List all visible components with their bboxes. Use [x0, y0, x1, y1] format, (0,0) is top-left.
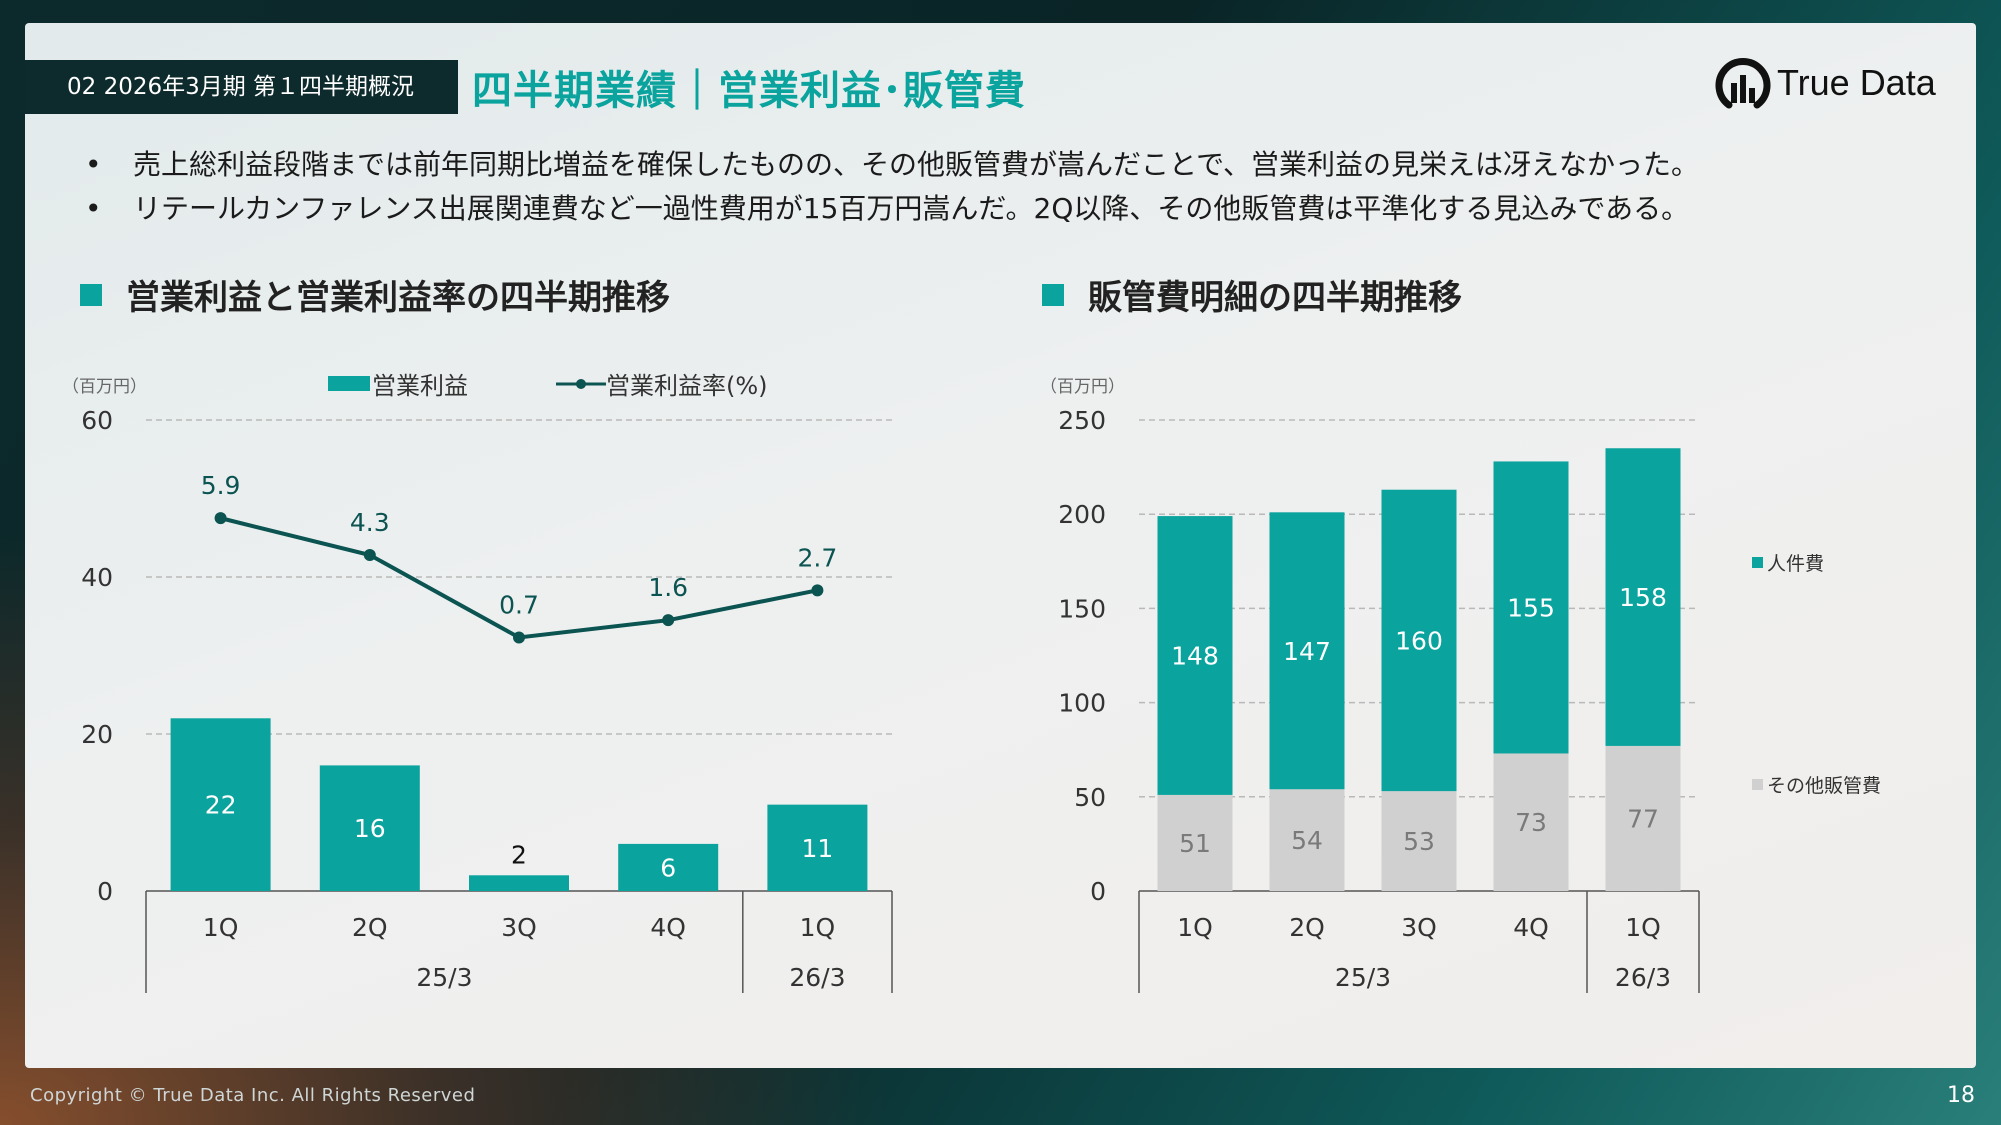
bullet-dot-icon: •	[85, 192, 102, 225]
bar-data-label: 22	[205, 791, 237, 820]
stacked-bar-segment	[1269, 512, 1345, 790]
brand-logo: True Data	[1715, 52, 1936, 114]
line-point	[513, 631, 525, 644]
y-tick-label: 0	[97, 877, 113, 906]
y-tick-label: 60	[81, 406, 113, 435]
bar-data-label: 53	[1403, 827, 1435, 856]
x-tick-label: 4Q	[650, 913, 686, 942]
y-tick-label: 50	[1074, 783, 1106, 812]
legend-bar-swatch-icon	[328, 376, 370, 391]
bar-data-label: 11	[801, 834, 833, 863]
stacked-bar-segment	[1381, 791, 1457, 891]
group-label: 26/3	[789, 963, 845, 992]
bar-operating-profit	[170, 718, 271, 891]
stacked-bar-segment	[1381, 489, 1457, 792]
legend-label-bar: 営業利益	[372, 372, 468, 400]
y-tick-label: 0	[1090, 877, 1106, 906]
chart1-unit: （百万円）	[62, 377, 147, 397]
x-tick-label: 3Q	[501, 913, 537, 942]
bar-data-label: 147	[1283, 637, 1331, 666]
bar-data-label: 51	[1179, 829, 1211, 858]
bar-operating-profit	[319, 765, 420, 891]
x-tick-label: 4Q	[1513, 913, 1549, 942]
chart1-title: 営業利益と営業利益率の四半期推移	[126, 278, 670, 318]
bar-data-label: 2	[511, 840, 527, 869]
page-title: 四半期業績｜営業利益･販管費	[472, 68, 1026, 114]
line-point	[214, 512, 227, 525]
stacked-bar-segment	[1269, 789, 1345, 891]
legend-swatch-icon	[1752, 557, 1763, 568]
summary-bullets: • 売上総利益段階までは前年同期比増益を確保したものの、その他販管費が嵩んだこと…	[85, 143, 1925, 231]
y-tick-label: 100	[1058, 689, 1106, 718]
line-data-label: 0.7	[499, 590, 539, 619]
bar-data-label: 155	[1507, 593, 1555, 622]
chart2-title: 販管費明細の四半期推移	[1088, 278, 1462, 318]
chart2-heading: 販管費明細の四半期推移	[1042, 270, 1462, 319]
footer-copyright: Copyright © True Data Inc. All Rights Re…	[30, 1085, 476, 1106]
y-tick-label: 250	[1058, 406, 1106, 435]
line-point	[811, 584, 824, 597]
line-data-label: 4.3	[350, 508, 390, 537]
line-data-label: 2.7	[798, 543, 838, 572]
bullet-item: • リテールカンファレンス出展関連費など一過性費用が15百万円嵩んだ。2Q以降、…	[85, 187, 1925, 231]
bullet-text: 売上総利益段階までは前年同期比増益を確保したものの、その他販管費が嵩んだことで、…	[133, 148, 1700, 181]
heading-square-icon	[1042, 283, 1064, 306]
legend-label: その他販管費	[1767, 775, 1882, 797]
bar-data-label: 6	[660, 853, 676, 882]
legend-swatch-icon	[1752, 779, 1763, 790]
x-tick-label: 3Q	[1401, 913, 1437, 942]
section-tag: 02 2026年3月期 第１四半期概況	[25, 60, 458, 114]
bar-data-label: 77	[1627, 804, 1659, 833]
bar-data-label: 148	[1171, 642, 1219, 671]
x-tick-label: 2Q	[1289, 913, 1325, 942]
bar-operating-profit	[618, 843, 719, 891]
stacked-bar-segment	[1157, 794, 1233, 891]
legend-label-line: 営業利益率(%)	[606, 372, 768, 400]
stacked-bar-segment	[1157, 516, 1233, 795]
x-tick-label: 1Q	[800, 913, 836, 942]
x-tick-label: 1Q	[203, 913, 239, 942]
legend-label: 人件費	[1767, 553, 1825, 575]
bar-data-label: 158	[1619, 583, 1667, 612]
stacked-bar-segment	[1605, 745, 1681, 891]
y-tick-label: 200	[1058, 500, 1106, 529]
group-label: 25/3	[1335, 963, 1391, 992]
x-tick-label: 2Q	[352, 913, 388, 942]
x-tick-label: 1Q	[1177, 913, 1213, 942]
y-tick-label: 40	[81, 563, 113, 592]
y-tick-label: 150	[1058, 594, 1106, 623]
x-tick-label: 1Q	[1625, 913, 1661, 942]
line-data-label: 1.6	[648, 573, 688, 602]
chart2-legend-personnel: 人件費	[1752, 549, 1824, 576]
chart1-heading: 営業利益と営業利益率の四半期推移	[80, 270, 670, 319]
bar-operating-profit	[469, 875, 569, 891]
bar-data-label: 73	[1515, 808, 1547, 837]
bar-data-label: 160	[1395, 626, 1443, 655]
heading-square-icon	[80, 283, 102, 306]
stacked-bar-segment	[1605, 448, 1681, 746]
line-point	[662, 614, 675, 627]
brand-name: True Data	[1777, 62, 1936, 103]
true-data-logo-icon	[1715, 58, 1771, 109]
y-tick-label: 20	[81, 720, 113, 749]
bullet-dot-icon: •	[85, 148, 102, 181]
page-number: 18	[1947, 1083, 1975, 1108]
group-label: 26/3	[1615, 963, 1671, 992]
chart2-legend-other: その他販管費	[1752, 771, 1881, 798]
bar-data-label: 54	[1291, 826, 1323, 855]
chart2-unit: （百万円）	[1040, 377, 1125, 397]
stacked-bar-segment	[1493, 461, 1569, 754]
chart1-legend: 営業利益 営業利益率(%)	[328, 366, 768, 401]
bullet-text: リテールカンファレンス出展関連費など一過性費用が15百万円嵩んだ。2Q以降、その…	[133, 192, 1690, 225]
line-point	[363, 549, 376, 562]
line-data-label: 5.9	[201, 471, 241, 500]
stacked-bar-segment	[1493, 753, 1569, 891]
bar-operating-profit	[767, 804, 868, 891]
bullet-item: • 売上総利益段階までは前年同期比増益を確保したものの、その他販管費が嵩んだこと…	[85, 143, 1925, 187]
legend-line-swatch-icon	[556, 378, 606, 389]
bar-data-label: 16	[354, 814, 386, 843]
group-label: 25/3	[416, 963, 472, 992]
